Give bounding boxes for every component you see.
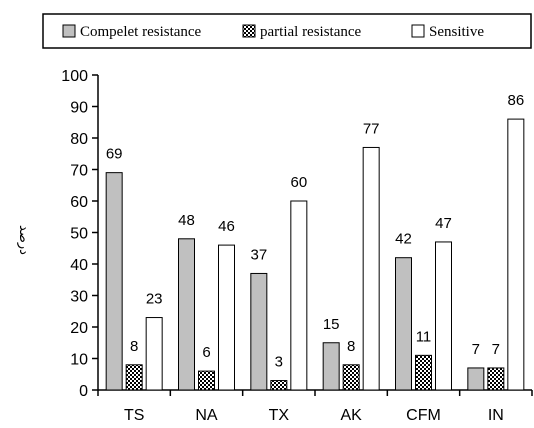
bar bbox=[435, 241, 452, 391]
data-label: 77 bbox=[363, 120, 380, 137]
bar bbox=[178, 238, 195, 391]
data-label: 47 bbox=[435, 215, 452, 232]
data-label: 6 bbox=[202, 344, 210, 361]
data-label: 37 bbox=[250, 246, 267, 263]
y-tick-label: 90 bbox=[70, 100, 88, 117]
data-label: 8 bbox=[347, 338, 355, 355]
bar bbox=[145, 317, 163, 391]
data-label: 8 bbox=[130, 338, 138, 355]
y-tick-label: 70 bbox=[70, 163, 88, 180]
y-tick-label: 100 bbox=[61, 68, 88, 85]
data-label: 42 bbox=[395, 231, 412, 248]
legend-label: partial resistance bbox=[260, 24, 362, 40]
x-tick-label: AK bbox=[340, 407, 362, 424]
data-label: 69 bbox=[106, 146, 123, 163]
bar bbox=[487, 367, 505, 391]
bar bbox=[322, 342, 340, 391]
data-label: 23 bbox=[146, 291, 163, 308]
bar bbox=[507, 118, 525, 391]
data-label: 11 bbox=[416, 328, 432, 345]
x-tick-label: TX bbox=[269, 407, 290, 424]
bar bbox=[395, 257, 412, 391]
y-tick-label: 0 bbox=[79, 383, 88, 400]
y-tick-label: 60 bbox=[70, 194, 88, 211]
bar bbox=[270, 380, 288, 391]
legend-box bbox=[42, 13, 532, 49]
y-axis-label: درصد bbox=[16, 225, 31, 255]
bar bbox=[415, 354, 432, 391]
x-tick-label: NA bbox=[195, 407, 218, 424]
data-label: 15 bbox=[323, 316, 340, 333]
data-label: 86 bbox=[507, 92, 524, 109]
legend-label: Compelet resistance bbox=[80, 24, 202, 40]
legend-swatch bbox=[62, 24, 76, 38]
legend-swatch bbox=[411, 24, 425, 38]
bar bbox=[125, 364, 143, 391]
y-tick-label: 10 bbox=[70, 352, 88, 369]
bar bbox=[218, 244, 235, 391]
legend-swatch bbox=[242, 24, 256, 38]
x-tick-label: IN bbox=[488, 407, 504, 424]
y-tick-label: 30 bbox=[70, 289, 88, 306]
bar bbox=[290, 200, 308, 391]
bar bbox=[105, 172, 123, 391]
y-tick-label: 50 bbox=[70, 226, 88, 243]
bar bbox=[342, 364, 360, 391]
legend-label: Sensitive bbox=[429, 24, 484, 40]
data-label: 60 bbox=[290, 174, 307, 191]
data-label: 46 bbox=[218, 218, 235, 235]
data-label: 48 bbox=[178, 212, 195, 229]
data-label: 3 bbox=[275, 354, 283, 371]
x-tick-label: TS bbox=[124, 407, 144, 424]
bar bbox=[250, 272, 268, 391]
data-label: 7 bbox=[492, 341, 500, 358]
bar bbox=[362, 146, 380, 391]
y-tick-label: 20 bbox=[70, 320, 88, 337]
x-tick-label: CFM bbox=[406, 407, 441, 424]
y-tick-label: 40 bbox=[70, 257, 88, 274]
bar bbox=[198, 370, 215, 391]
y-tick-label: 80 bbox=[70, 131, 88, 148]
data-label: 7 bbox=[472, 341, 480, 358]
bar bbox=[467, 367, 485, 391]
legend: Compelet resistance partial resistance Sen… bbox=[42, 13, 532, 49]
